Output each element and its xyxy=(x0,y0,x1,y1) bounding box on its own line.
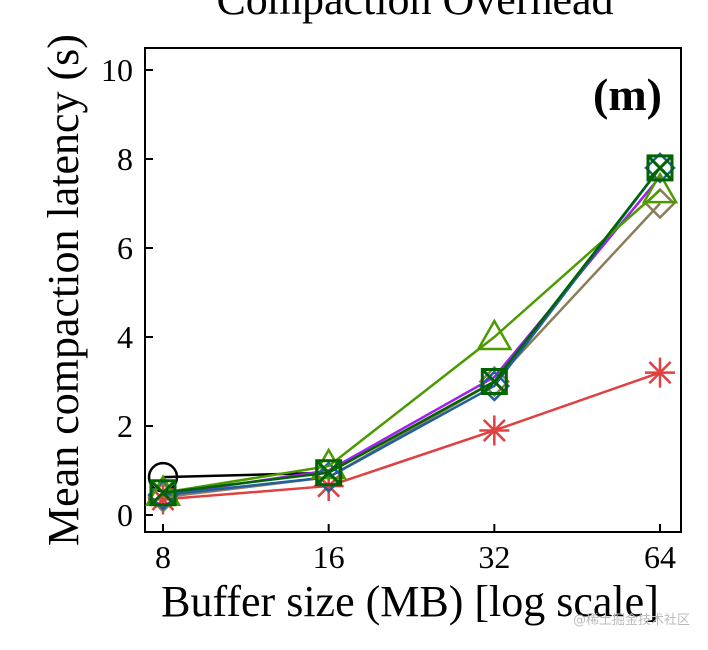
y-tick-label: 10 xyxy=(101,52,133,88)
series-line xyxy=(162,371,661,501)
series-line xyxy=(162,202,661,499)
y-tick-label: 6 xyxy=(117,230,133,266)
x-axis: 8 16 32 64 xyxy=(155,524,676,575)
data-point xyxy=(644,152,676,184)
series-line xyxy=(162,167,661,494)
plot-frame xyxy=(144,47,682,533)
series-blue-diamond xyxy=(147,152,676,511)
y-tick-label: 8 xyxy=(117,141,133,177)
data-point xyxy=(480,368,508,395)
y-tick-label: 0 xyxy=(117,497,133,533)
y-axis: 0 2 4 6 8 10 xyxy=(101,52,153,533)
y-tick-label: 2 xyxy=(117,408,133,444)
y-axis-title: Mean compaction latency (s) xyxy=(39,34,88,546)
series-dkgreen-boxx xyxy=(149,154,674,507)
series-olive-diamond xyxy=(147,187,676,513)
data-point xyxy=(645,357,675,388)
panel-label: (m) xyxy=(593,69,662,120)
data-point xyxy=(149,479,177,507)
series-red-asterisk xyxy=(148,357,675,515)
series-purple-plain xyxy=(162,176,661,497)
x-tick-label: 16 xyxy=(313,539,345,575)
data-point xyxy=(641,171,679,204)
chart-title: Compaction Overhead xyxy=(216,0,613,24)
x-tick-label: 8 xyxy=(155,539,171,575)
data-point xyxy=(479,415,510,446)
watermark: @稀土掘金技术社区 xyxy=(573,612,690,628)
series-layer xyxy=(144,152,679,515)
series-line xyxy=(162,176,661,497)
x-tick-label: 32 xyxy=(478,539,510,575)
data-point xyxy=(478,365,511,398)
y-tick-label: 4 xyxy=(117,319,133,355)
x-axis-title: Buffer size (MB) [log scale] xyxy=(161,577,659,626)
data-point xyxy=(315,459,343,487)
data-point xyxy=(476,318,513,351)
data-point xyxy=(478,370,511,402)
series-line xyxy=(162,189,661,494)
series-line xyxy=(162,167,661,497)
data-point xyxy=(646,154,674,182)
series-green-triangle xyxy=(144,171,679,506)
x-tick-label: 64 xyxy=(644,539,676,575)
data-point xyxy=(312,461,345,493)
